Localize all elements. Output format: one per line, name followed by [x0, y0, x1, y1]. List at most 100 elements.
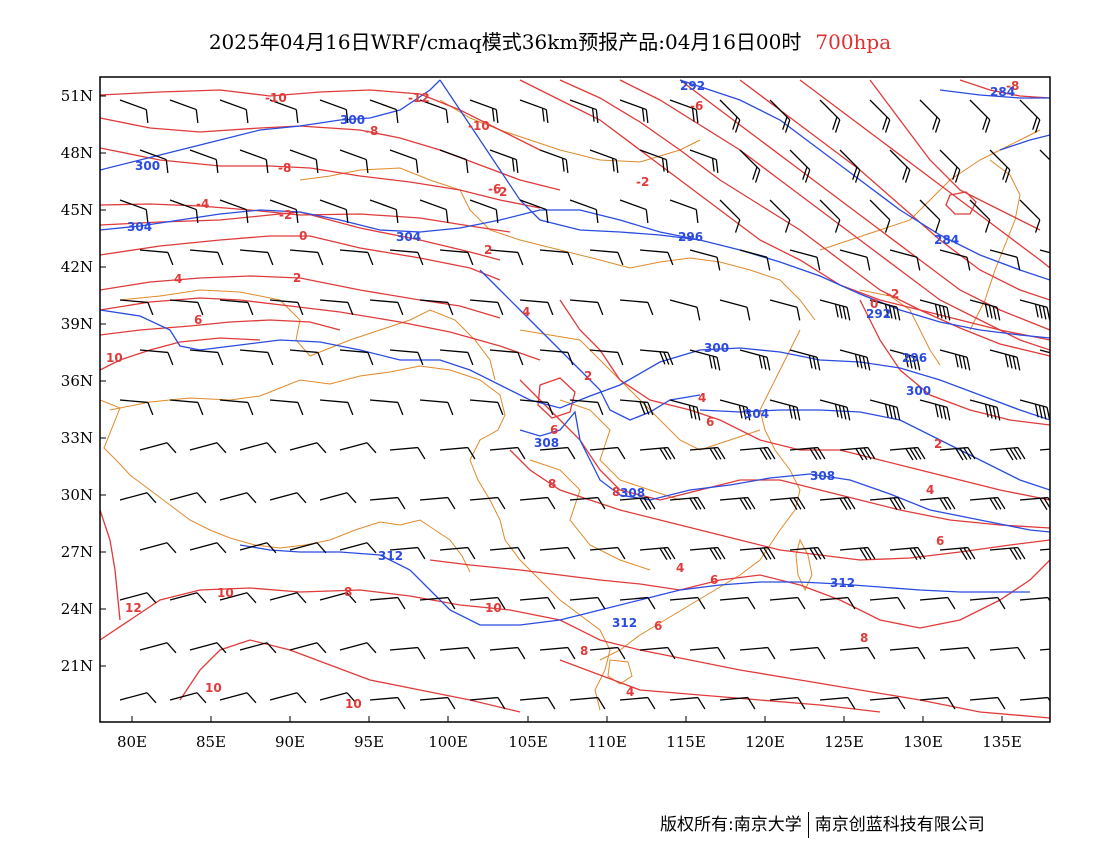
- temp-line-s-2: [100, 587, 1050, 719]
- wind-barb: [439, 646, 476, 660]
- height-line-10: [519, 410, 1050, 533]
- temp-label: 10: [345, 697, 362, 711]
- temp-line-s-1: [429, 559, 1050, 629]
- temp-line-s-5: [559, 659, 881, 713]
- wind-barb: [819, 199, 841, 233]
- temp-label: 4: [698, 391, 706, 405]
- wind-barb: [739, 646, 776, 660]
- wind-barb: [969, 496, 1006, 511]
- wind-barb: [489, 646, 526, 660]
- wind-barb: [939, 149, 961, 183]
- contour-labels: -10 -12 -8 -10 -8 -6 -4 -2 0 2 4 6 10 2 …: [106, 79, 1019, 711]
- temp-label: -10: [265, 91, 287, 105]
- lon-label: 100E: [428, 733, 468, 751]
- temp-label: -8: [365, 124, 378, 138]
- wind-barb: [619, 596, 656, 610]
- wind-barb: [719, 199, 741, 233]
- wind-barb: [689, 446, 726, 461]
- wind-barb: [789, 149, 811, 183]
- wind-barb: [119, 399, 154, 416]
- wind-barb: [769, 399, 801, 421]
- wind-barb: [119, 199, 149, 223]
- boundary-south: [504, 539, 611, 711]
- wind-barbs: [119, 99, 1050, 710]
- lat-label: 48N: [61, 144, 93, 162]
- wind-barb: [839, 446, 876, 461]
- wind-barb: [569, 399, 604, 416]
- wind-barb: [739, 446, 776, 461]
- boundary-tibet: [109, 365, 506, 541]
- temp-line-n6: [100, 147, 541, 209]
- wind-barb: [539, 646, 576, 660]
- wind-barb: [189, 149, 219, 173]
- wind-barb: [939, 546, 976, 561]
- wind-barb: [139, 149, 169, 173]
- wind-barb: [769, 496, 806, 511]
- wind-barb: [1019, 199, 1041, 233]
- lon-label: 95E: [354, 733, 384, 751]
- wind-barb: [1019, 596, 1050, 610]
- wind-barb: [269, 99, 299, 123]
- wind-barb: [569, 496, 606, 510]
- temp-label: -2: [279, 208, 292, 222]
- wind-barb: [619, 199, 649, 223]
- wind-barb: [369, 696, 406, 710]
- boundary-taiwan: [795, 538, 813, 592]
- wind-barb: [489, 249, 524, 266]
- wind-barb: [139, 642, 177, 654]
- wind-barb: [669, 199, 699, 223]
- wind-barb: [219, 399, 254, 416]
- wind-barb: [769, 199, 791, 233]
- wind-barb: [789, 249, 821, 271]
- temp-line-ne-3: [619, 79, 1050, 351]
- wind-barb: [139, 442, 177, 454]
- wind-barb: [619, 399, 654, 416]
- wind-barb: [869, 199, 891, 233]
- wind-barb: [139, 249, 174, 266]
- wind-barb: [689, 646, 726, 660]
- temp-label: -2: [636, 175, 649, 189]
- temp-line-e-4: [509, 449, 1050, 561]
- wind-barb: [1039, 446, 1050, 451]
- wind-barb: [189, 349, 224, 366]
- temp-label: 4: [174, 272, 182, 286]
- wind-barb: [519, 99, 549, 123]
- wind-barb: [169, 492, 207, 504]
- height-contours: [100, 79, 1050, 626]
- wind-barb: [469, 299, 504, 316]
- lat-label: 39N: [61, 315, 93, 333]
- wind-barb: [419, 299, 454, 316]
- wind-barb: [569, 596, 606, 610]
- wind-barb: [569, 696, 606, 710]
- wind-barb: [669, 496, 706, 511]
- wind-barb: [689, 149, 719, 173]
- lat-label: 30N: [61, 486, 93, 504]
- temp-label: -8: [1006, 79, 1019, 93]
- wind-barb: [769, 299, 801, 321]
- wind-barb: [839, 149, 861, 183]
- wind-barb: [289, 642, 327, 654]
- wind-barb: [369, 496, 406, 510]
- temp-label: 0: [870, 297, 878, 311]
- wind-barb: [919, 299, 951, 321]
- wind-barb: [589, 646, 626, 660]
- height-label: 312: [830, 576, 855, 590]
- temp-line-ne-1: [519, 79, 1050, 341]
- wind-barb: [869, 99, 891, 133]
- copyright-footer: 版权所有:南京大学 南京创蓝科技有限公司: [660, 810, 985, 838]
- wind-barb: [169, 592, 207, 604]
- wind-barb: [889, 349, 921, 371]
- boundary-korea: [859, 289, 941, 366]
- height-line-5: [679, 79, 1050, 281]
- wind-barb: [439, 546, 476, 560]
- copyright-right: 南京创蓝科技有限公司: [814, 815, 985, 835]
- wind-barb: [639, 446, 676, 461]
- temp-loop-2: [945, 191, 977, 215]
- wind-barb: [219, 692, 257, 704]
- wind-barb: [839, 249, 871, 271]
- temp-line-ne-8: [959, 79, 1050, 99]
- wind-barb: [869, 496, 906, 511]
- temp-label: 6: [706, 415, 714, 429]
- height-line-4: [439, 79, 701, 241]
- wind-barb: [1039, 349, 1050, 358]
